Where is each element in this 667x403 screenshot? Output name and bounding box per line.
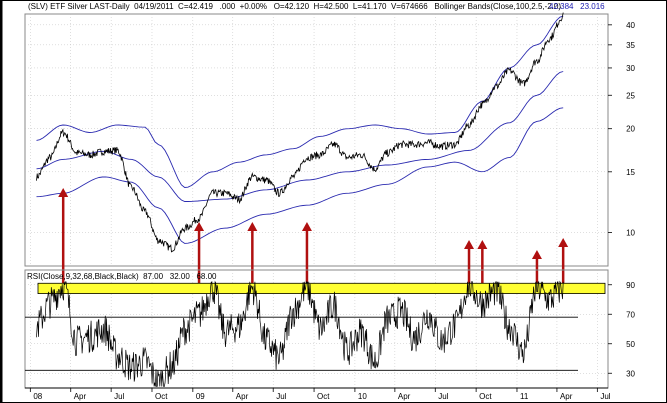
rsi-value-1: 87.00 [143,272,164,281]
header-open: O=42.120 [273,2,310,11]
header-close: C=42.419 [178,2,213,11]
signal-arrow [464,240,475,285]
header-series: LAST-Daily [89,2,130,11]
x-tick-label: 10 [358,392,367,401]
upper-band-line [36,15,564,188]
x-tick-label: Apr [560,392,573,401]
band-values: 42.384 23.016 [549,2,605,11]
rsi-y-tick-label: 90 [626,281,635,290]
overbought-band [37,282,606,294]
x-axis: 08 Apr Jul Oct 09 Apr Jul Oct 10 Apr Jul Oct 11 Apr Ju… [25,387,611,401]
rsi-y-tick-label: 70 [626,310,635,319]
signal-arrow [477,240,488,285]
signal-arrow [247,222,258,285]
x-tick-label: Oct [317,392,330,401]
header-symbol: (SLV) [28,2,48,11]
rsi-line [36,280,564,387]
upper-band-value: 42.384 [549,2,574,11]
rsi-panel: 30 50 70 90 [24,269,636,389]
price-panel: 10 15 20 25 30 35 40 [24,12,636,285]
rsi-value-2: 32.00 [169,272,190,281]
bollinger-bands [36,15,564,244]
x-tick-label: Oct [479,392,492,401]
price-y-axis: 10 15 20 25 30 35 40 [608,21,636,238]
x-tick-label: 11 [520,392,529,401]
rsi-y-axis: 30 50 70 90 [608,281,636,378]
price-y-tick-label: 25 [626,91,635,100]
price-y-tick-label: 10 [626,229,635,238]
rsi-series [36,280,564,387]
rsi-title: RSI(Close,9,32,68,Black,Black) [27,272,139,281]
x-tick-label: Apr [398,392,411,401]
rsi-value-3: 68.00 [196,272,217,281]
header-change: .000 [219,2,236,11]
header-volume: V=674666 [390,2,428,11]
price-y-tick-label: 30 [626,64,635,73]
signal-arrows [58,188,569,285]
header-high: H=42.500 [313,2,349,11]
x-tick-label: 09 [196,392,205,401]
x-tick-label: Oct [155,392,168,401]
price-y-tick-label: 35 [626,41,635,50]
rsi-reference-lines [25,316,578,371]
chart-header: (SLV) ETF Silver LAST-Daily 04/19/2011 C… [28,2,561,11]
price-y-tick-label: 40 [626,21,635,30]
price-y-tick-label: 20 [626,125,635,134]
header-indicator: Bollinger Bands(Close,100,2.5,-2.0) [434,2,562,11]
signal-arrow [558,238,569,285]
x-tick-label: Jul [438,392,448,401]
price-series [36,12,564,253]
price-line [36,12,564,253]
lower-band-line [36,107,564,244]
price-grid [25,14,608,266]
signal-arrow [301,222,312,285]
rsi-overbought-highlight [37,282,606,294]
header-change-pct: +0.00% [239,2,268,11]
header-low: L=41.170 [352,2,387,11]
middle-band-line [36,71,564,202]
rsi-y-tick-label: 30 [626,369,635,378]
lower-band-value: 23.016 [580,2,605,11]
x-tick-label: Jul [276,392,286,401]
x-tick-label: Jul [600,392,610,401]
x-tick-label: 08 [33,392,42,401]
x-tick-label: Jul [114,392,124,401]
signal-arrow [194,222,205,285]
x-tick-label: Apr [236,392,249,401]
header-date: 04/19/2011 [134,2,174,11]
rsi-y-tick-label: 50 [626,340,635,349]
rsi-header: RSI(Close,9,32,68,Black,Black) 87.00 32.… [27,272,217,281]
price-plot-area [24,13,609,267]
price-y-tick-label: 15 [626,168,635,177]
x-tick-label: Apr [74,392,87,401]
header-name: ETF Silver [50,2,88,11]
